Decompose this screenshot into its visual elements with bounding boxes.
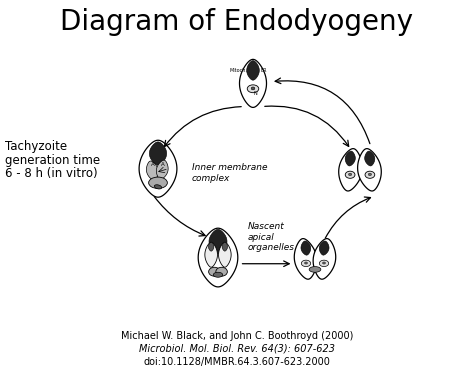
- Polygon shape: [357, 149, 381, 191]
- Ellipse shape: [209, 267, 220, 276]
- Text: doi:10.1128/MMBR.64.3.607-623.2000: doi:10.1128/MMBR.64.3.607-623.2000: [144, 357, 330, 367]
- Polygon shape: [156, 160, 168, 179]
- Text: Tachyzoite: Tachyzoite: [5, 140, 67, 153]
- Ellipse shape: [305, 262, 308, 264]
- Ellipse shape: [213, 272, 223, 277]
- Polygon shape: [198, 228, 238, 287]
- Polygon shape: [345, 151, 356, 166]
- Ellipse shape: [155, 185, 162, 189]
- Text: Microbiol. Mol. Biol. Rev. 64(3): 607-623: Microbiol. Mol. Biol. Rev. 64(3): 607-62…: [139, 344, 335, 354]
- Polygon shape: [219, 242, 231, 267]
- Text: Mitoch.: Mitoch.: [230, 69, 247, 73]
- Ellipse shape: [365, 171, 375, 178]
- Polygon shape: [319, 241, 329, 255]
- Ellipse shape: [323, 262, 326, 264]
- Text: Nascent
apical
organelles: Nascent apical organelles: [248, 222, 295, 252]
- Ellipse shape: [368, 173, 372, 176]
- Text: Michael W. Black, and John C. Boothroyd (2000): Michael W. Black, and John C. Boothroyd …: [121, 331, 353, 341]
- Polygon shape: [209, 242, 214, 251]
- Polygon shape: [301, 241, 311, 255]
- Ellipse shape: [319, 260, 328, 266]
- Polygon shape: [222, 242, 228, 251]
- Polygon shape: [205, 242, 218, 267]
- Text: A: A: [151, 161, 155, 167]
- Text: 6 - 8 h (in vitro): 6 - 8 h (in vitro): [5, 167, 98, 181]
- Ellipse shape: [149, 177, 167, 189]
- Polygon shape: [365, 151, 375, 166]
- Ellipse shape: [216, 267, 228, 276]
- Text: Inner membrane
complex: Inner membrane complex: [192, 163, 267, 183]
- Text: N: N: [254, 91, 257, 96]
- Text: generation time: generation time: [5, 154, 100, 167]
- Polygon shape: [146, 161, 158, 180]
- Ellipse shape: [348, 173, 352, 176]
- Ellipse shape: [247, 85, 259, 93]
- Ellipse shape: [309, 266, 321, 272]
- Polygon shape: [139, 140, 177, 197]
- Text: ER: ER: [261, 69, 267, 73]
- Polygon shape: [246, 61, 259, 80]
- Ellipse shape: [251, 87, 255, 90]
- Polygon shape: [149, 142, 167, 165]
- Ellipse shape: [301, 260, 310, 266]
- Polygon shape: [239, 59, 266, 108]
- Polygon shape: [339, 149, 363, 191]
- Polygon shape: [294, 239, 317, 279]
- Polygon shape: [209, 229, 227, 254]
- Ellipse shape: [345, 171, 355, 178]
- Text: A: A: [161, 161, 164, 167]
- Text: Diagram of Endodyogeny: Diagram of Endodyogeny: [61, 8, 413, 36]
- Polygon shape: [313, 239, 336, 279]
